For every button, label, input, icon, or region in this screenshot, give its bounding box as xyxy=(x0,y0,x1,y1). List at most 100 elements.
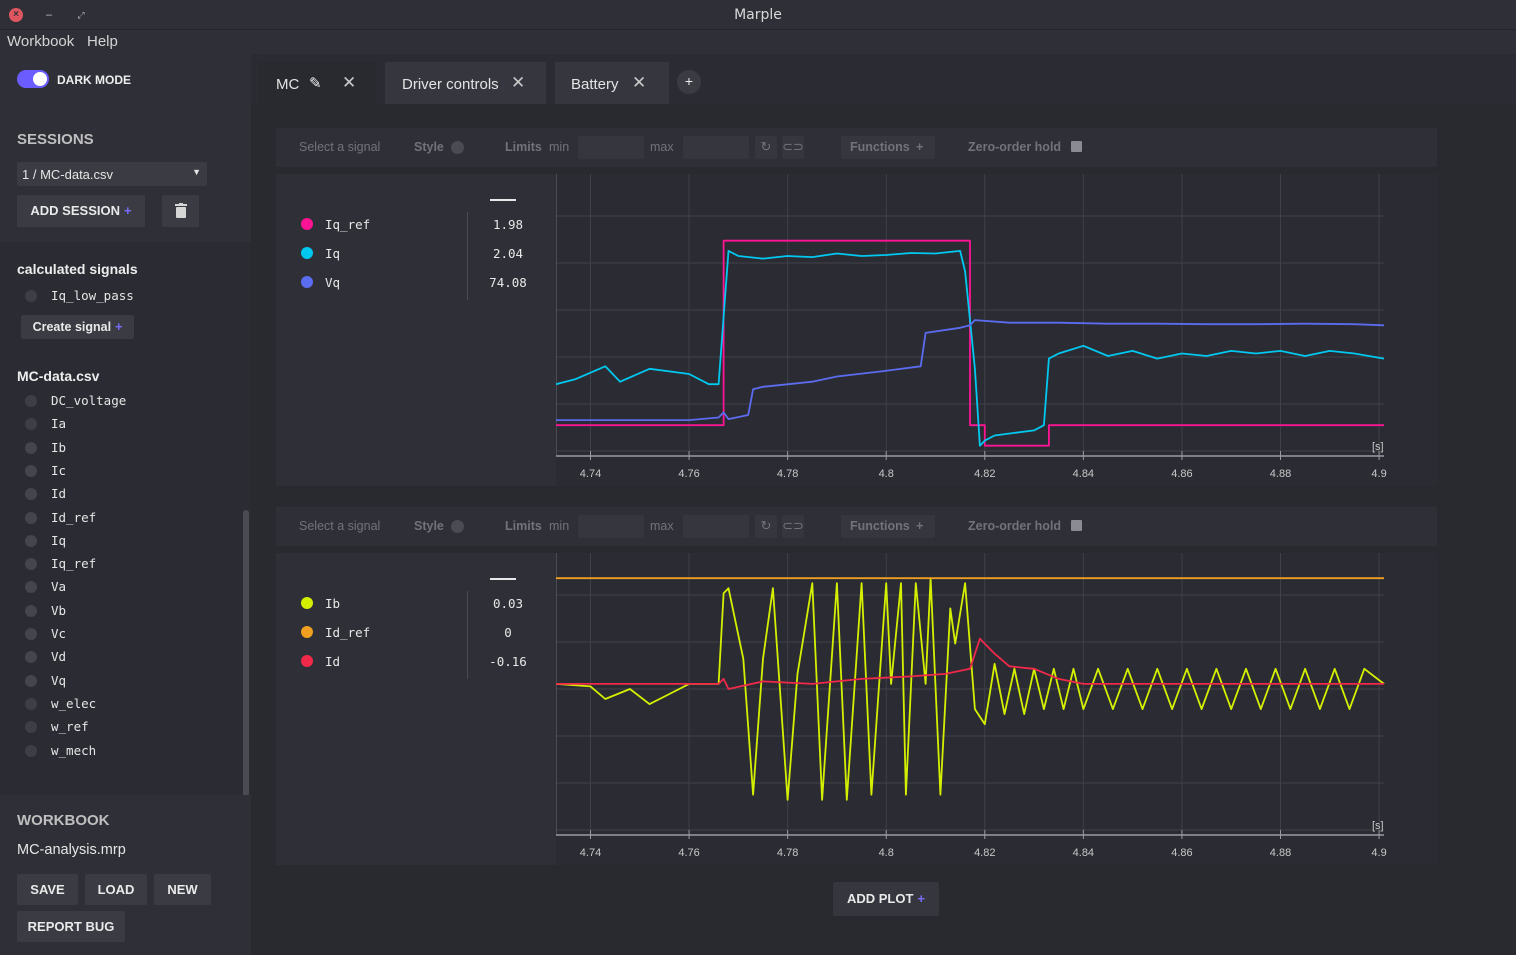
sessions-panel: DARK MODE SESSIONS 1 / MC-data.csv ▼ ADD… xyxy=(0,54,251,242)
series-color-dot[interactable] xyxy=(301,218,313,230)
load-button[interactable]: LOAD xyxy=(85,874,147,905)
limits-min-input[interactable] xyxy=(578,136,644,159)
add-tab-button[interactable]: + xyxy=(677,70,701,94)
signal-toggle-dot[interactable] xyxy=(25,628,37,640)
series-color-dot[interactable] xyxy=(301,655,313,667)
functions-button[interactable] xyxy=(841,515,935,538)
x-tick-label: 4.8 xyxy=(879,847,894,859)
signal-toggle-dot[interactable] xyxy=(25,488,37,501)
signal-toggle-dot[interactable] xyxy=(25,721,37,734)
series-line-ib[interactable] xyxy=(556,577,1385,801)
tab-driver-controls[interactable]: Driver controls ✕ xyxy=(385,62,546,104)
signal-toggle-dot[interactable] xyxy=(25,511,37,524)
add-plot-button[interactable]: ADD PLOT + xyxy=(833,882,939,916)
series-line-iq-ref[interactable] xyxy=(556,239,1384,447)
link-icon[interactable]: ⊂⊃ xyxy=(782,515,804,538)
signal-toggle-dot[interactable] xyxy=(25,604,37,617)
limits-label: Limits xyxy=(505,140,542,154)
sidebar: DARK MODE SESSIONS 1 / MC-data.csv ▼ ADD… xyxy=(0,54,251,955)
signal-toggle-dot[interactable] xyxy=(25,290,37,302)
session-select[interactable]: 1 / MC-data.csv ▼ xyxy=(17,162,207,186)
plot-toolbar: Select a signal Style Limits min max ↻ ⊂⊃ Funct… xyxy=(276,128,1437,167)
x-tick-label: 4.76 xyxy=(678,847,699,859)
signal-toggle-dot[interactable] xyxy=(25,464,37,477)
close-icon[interactable]: ✕ xyxy=(342,73,357,92)
reset-limits-icon[interactable]: ↻ xyxy=(755,136,777,159)
signal-toggle-dot[interactable] xyxy=(25,418,37,431)
signal-toggle-dot[interactable] xyxy=(25,534,37,547)
series-color-dot[interactable] xyxy=(301,247,313,259)
signal-toggle-dot[interactable] xyxy=(25,651,37,664)
signal-name: Ic xyxy=(51,462,67,478)
new-button[interactable]: NEW xyxy=(154,874,211,905)
signal-toggle-dot[interactable] xyxy=(25,581,37,594)
select-signal-dropdown[interactable]: Select a signal xyxy=(299,140,381,154)
x-tick-label: 4.88 xyxy=(1270,847,1291,859)
menu-help[interactable]: Help xyxy=(87,33,118,50)
tab-battery[interactable]: Battery ✕ xyxy=(555,62,669,104)
signal-toggle-dot[interactable] xyxy=(25,674,37,687)
signal-name: Vd xyxy=(51,649,67,665)
legend-divider xyxy=(467,212,468,300)
series-name: Iq_ref xyxy=(325,217,371,232)
add-session-button[interactable]: ADD SESSION + xyxy=(17,195,145,227)
x-tick-label: 4.84 xyxy=(1073,468,1094,480)
series-value: 0.03 xyxy=(492,596,524,611)
series-line-iq[interactable] xyxy=(556,250,1385,447)
signal-name: Ia xyxy=(51,416,67,432)
limits-min-input[interactable] xyxy=(578,515,644,538)
close-icon[interactable]: ✕ xyxy=(511,73,526,92)
window-close-icon[interactable]: × xyxy=(9,8,23,22)
signal-toggle-dot[interactable] xyxy=(25,697,37,710)
series-color-dot[interactable] xyxy=(301,276,313,288)
link-icon[interactable]: ⊂⊃ xyxy=(782,136,804,159)
signal-name: Id_ref xyxy=(51,509,97,525)
reset-limits-icon[interactable]: ↻ xyxy=(755,515,777,538)
signal-name: Ib xyxy=(51,439,67,455)
save-button[interactable]: SAVE xyxy=(17,874,78,905)
plus-icon: + xyxy=(916,519,924,533)
tab-mc[interactable]: MC ✎ ✕ xyxy=(259,62,376,104)
style-color-swatch[interactable] xyxy=(451,141,464,154)
window-maximize-icon[interactable]: ⤢ xyxy=(77,10,85,20)
chart-area[interactable]: 4.74 4.76 4.78 4.8 4.82 4.84 4.86 4.88 4.9 [s] xyxy=(556,174,1437,486)
x-tick-label: 4.84 xyxy=(1073,847,1094,859)
sidebar-scrollbar[interactable] xyxy=(243,510,249,954)
limits-max-input[interactable] xyxy=(683,515,749,538)
title-bar: × – ⤢ Marple xyxy=(0,0,1516,30)
limits-max-input[interactable] xyxy=(683,136,749,159)
select-signal-dropdown[interactable]: Select a signal xyxy=(299,519,381,533)
series-line-vq[interactable] xyxy=(556,319,1385,422)
report-bug-button[interactable]: REPORT BUG xyxy=(17,911,125,942)
signal-toggle-dot[interactable] xyxy=(25,744,37,757)
zoh-checkbox[interactable] xyxy=(1071,520,1082,531)
create-signal-button[interactable]: Create signal + xyxy=(21,315,134,339)
line-chart[interactable]: 4.74 4.76 4.78 4.8 4.82 4.84 4.86 4.88 4.9 [s] xyxy=(556,553,1437,865)
zoh-checkbox[interactable] xyxy=(1071,141,1082,152)
caret-down-icon: ▼ xyxy=(192,167,201,177)
menu-workbook[interactable]: Workbook xyxy=(7,33,75,50)
signal-toggle-dot[interactable] xyxy=(25,395,37,407)
value-cursor-marker xyxy=(490,578,516,580)
pencil-icon[interactable]: ✎ xyxy=(309,75,322,92)
line-chart[interactable]: 4.74 4.76 4.78 4.8 4.82 4.84 4.86 4.88 4.9 [s] xyxy=(556,174,1437,486)
signal-toggle-dot[interactable] xyxy=(25,441,37,454)
limits-max-label: max xyxy=(650,140,674,154)
dark-mode-toggle[interactable] xyxy=(17,70,49,88)
signal-name: Vb xyxy=(51,602,67,618)
x-tick-label: 4.9 xyxy=(1371,468,1386,480)
signal-name: Iq_low_pass xyxy=(51,288,134,303)
functions-button[interactable] xyxy=(841,136,935,159)
series-line-id[interactable] xyxy=(556,637,1384,690)
delete-session-button[interactable] xyxy=(162,195,199,227)
workbook-file: MC-analysis.mrp xyxy=(17,842,126,858)
tab-label: Driver controls xyxy=(402,76,499,93)
close-icon[interactable]: ✕ xyxy=(632,73,647,92)
signal-toggle-dot[interactable] xyxy=(25,558,37,571)
series-color-dot[interactable] xyxy=(301,626,313,638)
window-minimize-icon[interactable]: – xyxy=(45,9,53,21)
style-color-swatch[interactable] xyxy=(451,520,464,533)
series-color-dot[interactable] xyxy=(301,597,313,609)
chart-area[interactable]: 4.74 4.76 4.78 4.8 4.82 4.84 4.86 4.88 4.9 [s] xyxy=(556,553,1437,865)
plot-legend: Iq_ref 1.98 Iq 2.04 Vq 74.08 xyxy=(276,174,556,486)
